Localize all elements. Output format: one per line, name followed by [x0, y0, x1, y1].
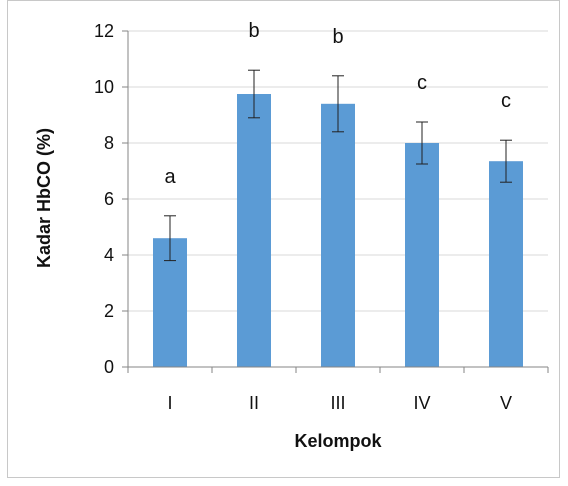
- significance-labels: a b b c c: [164, 20, 511, 188]
- significance-label-I: a: [164, 166, 176, 188]
- significance-label-III: b: [332, 26, 343, 48]
- x-axis-title: Kelompok: [294, 431, 382, 451]
- x-tick-label: V: [500, 393, 512, 413]
- bar-II: [237, 94, 271, 367]
- bar-V: [489, 161, 523, 367]
- x-tick-label: III: [330, 393, 345, 413]
- error-bars: [164, 69, 512, 262]
- significance-label-IV: c: [417, 72, 427, 94]
- y-tick-label: 4: [104, 245, 114, 265]
- y-tick-label: 0: [104, 357, 114, 377]
- chart-frame: [7, 0, 560, 478]
- y-tick-label: 10: [94, 77, 114, 97]
- x-tick-label: II: [249, 393, 259, 413]
- y-tick-label: 12: [94, 21, 114, 41]
- y-axis-title: Kadar HbCO (%): [34, 128, 54, 268]
- bars: [153, 94, 523, 368]
- significance-label-II: b: [248, 20, 259, 42]
- bar-III: [321, 103, 355, 368]
- y-tick-label: 6: [104, 189, 114, 209]
- y-tick-labels: 0 2 4 6 8 10 12: [94, 21, 114, 377]
- x-tick-label: IV: [413, 393, 430, 413]
- bar-IV: [405, 143, 439, 367]
- x-tick-labels: I II III IV V: [167, 393, 512, 413]
- y-tick-label: 8: [104, 133, 114, 153]
- x-tick-label: I: [167, 393, 172, 413]
- axes: [122, 30, 549, 373]
- significance-label-V: c: [501, 90, 511, 112]
- y-tick-label: 2: [104, 301, 114, 321]
